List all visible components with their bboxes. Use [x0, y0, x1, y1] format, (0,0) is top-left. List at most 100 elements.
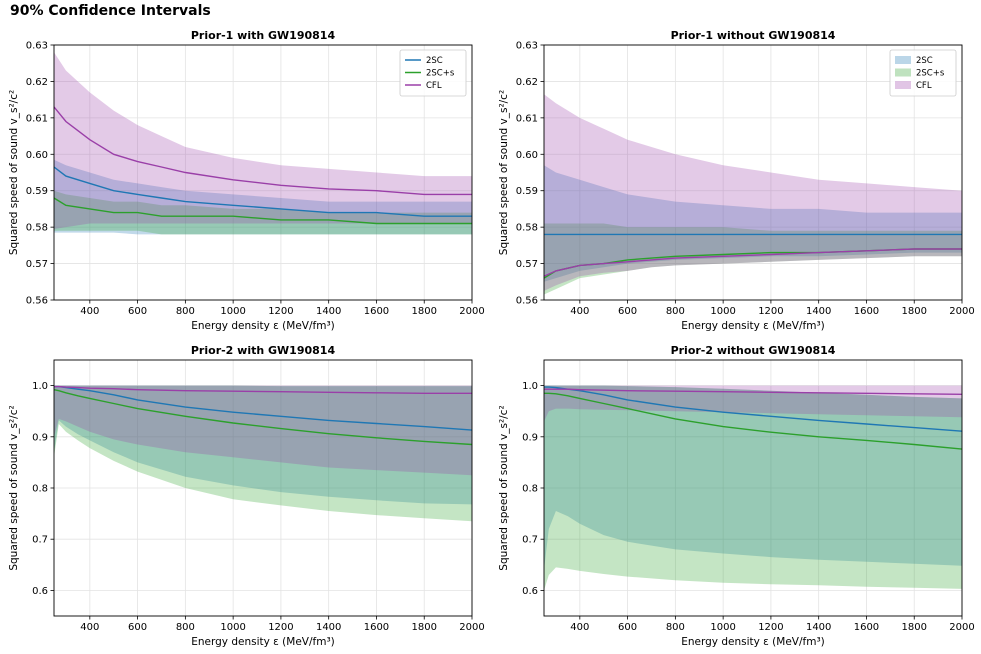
y-axis-label: Squared speed of sound v_s²/c² — [8, 405, 20, 570]
x-tick-label: 2000 — [949, 622, 974, 633]
y-tick-label: 0.61 — [26, 113, 48, 124]
x-tick-label: 1200 — [758, 306, 783, 317]
x-tick-label: 800 — [666, 622, 685, 633]
x-tick-label: 2000 — [459, 622, 484, 633]
x-tick-label: 600 — [618, 306, 637, 317]
legend: 2SC 2SC+s CFL — [399, 49, 467, 97]
y-tick-label: 0.63 — [516, 41, 538, 52]
y-tick-label: 0.63 — [26, 41, 48, 52]
y-tick-label: 0.56 — [516, 296, 538, 307]
x-tick-label: 1000 — [220, 622, 245, 633]
y-tick-label: 0.60 — [26, 150, 48, 161]
x-tick-label: 800 — [176, 622, 195, 633]
x-tick-label: 1400 — [806, 622, 831, 633]
band-cfl — [54, 52, 472, 229]
line-cfl — [54, 106, 472, 196]
x-axis-label: Energy density ε (MeV/fm³) — [191, 320, 335, 332]
band-2scpluss — [54, 385, 472, 522]
line-cfl — [544, 388, 962, 395]
x-tick-label: 1400 — [316, 622, 341, 633]
x-tick-label: 1000 — [710, 622, 735, 633]
legend-swatch-2scpluss — [895, 68, 911, 77]
x-tick-label: 1600 — [854, 622, 879, 633]
x-tick-label: 600 — [618, 622, 637, 633]
panel-title: Prior-2 without GW190814 — [671, 344, 836, 357]
panel-title: Prior-1 without GW190814 — [671, 29, 836, 42]
band-cfl — [544, 385, 962, 422]
y-axis-label: Squared speed of sound v_s²/c² — [498, 90, 510, 255]
y-tick-label: 0.56 — [26, 296, 48, 307]
y-tick-label: 0.61 — [516, 113, 538, 124]
figure-title: 90% Confidence Intervals — [10, 3, 211, 19]
line-cfl — [54, 385, 472, 394]
x-tick-label: 1000 — [710, 306, 735, 317]
x-tick-label: 1800 — [902, 306, 927, 317]
x-tick-label: 600 — [128, 306, 147, 317]
y-tick-label: 0.9 — [522, 432, 538, 443]
y-tick-label: 0.62 — [516, 77, 538, 88]
line-2sc — [544, 386, 962, 432]
y-tick-label: 0.58 — [26, 223, 48, 234]
y-tick-label: 0.9 — [32, 432, 48, 443]
x-tick-label: 400 — [80, 622, 99, 633]
y-tick-label: 0.60 — [516, 150, 538, 161]
y-tick-label: 0.7 — [32, 535, 48, 546]
x-tick-label: 1800 — [412, 622, 437, 633]
x-tick-label: 1600 — [854, 306, 879, 317]
x-tick-label: 1400 — [316, 306, 341, 317]
band-cfl — [54, 385, 472, 476]
legend-swatch-cfl — [895, 81, 911, 89]
legend-frame — [889, 49, 957, 97]
panel-prior-1-with-gw190814: 400 600 800 1000 1200 1400 1600 1800 2000 0.56 0.5… — [8, 29, 485, 332]
x-tick-label: 1000 — [220, 306, 245, 317]
legend: 2SC 2SC+s CFL — [889, 49, 957, 97]
y-tick-label: 0.7 — [522, 535, 538, 546]
y-tick-label: 0.6 — [522, 586, 538, 597]
y-tick-label: 0.6 — [32, 586, 48, 597]
line-cfl — [544, 248, 962, 277]
y-tick-label: 0.57 — [516, 259, 538, 270]
line-2scpluss — [54, 197, 472, 225]
line-2scpluss — [544, 392, 962, 450]
y-tick-label: 0.59 — [516, 186, 538, 197]
legend-label-cfl: CFL — [916, 81, 932, 91]
x-tick-label: 1800 — [412, 306, 437, 317]
y-tick-label: 0.57 — [26, 259, 48, 270]
x-tick-label: 600 — [128, 622, 147, 633]
band-2sc — [54, 385, 472, 505]
line-2sc — [54, 166, 472, 217]
legend-label-2scpluss: 2SC+s — [916, 69, 945, 79]
x-tick-label: 1200 — [758, 622, 783, 633]
legend-label-cfl: CFL — [426, 81, 442, 91]
y-tick-label: 0.8 — [522, 484, 538, 495]
band-2sc — [544, 165, 962, 282]
x-tick-label: 1200 — [268, 622, 293, 633]
legend-label-2scpluss: 2SC+s — [426, 69, 455, 79]
line-2scpluss — [54, 389, 472, 446]
panel-prior-2-without-gw190814: 400 600 800 1000 1200 1400 1600 1800 2000 0.6 0.7 0… — [498, 344, 975, 648]
x-tick-label: 1200 — [268, 306, 293, 317]
x-axis-label: Energy density ε (MeV/fm³) — [681, 636, 825, 648]
band-2scpluss — [544, 385, 962, 591]
legend-label-2sc: 2SC — [916, 56, 933, 66]
x-tick-label: 1400 — [806, 306, 831, 317]
x-tick-label: 2000 — [459, 306, 484, 317]
y-tick-label: 0.59 — [26, 186, 48, 197]
axes-frame — [543, 44, 963, 301]
y-tick-label: 0.58 — [516, 223, 538, 234]
x-tick-label: 400 — [570, 306, 589, 317]
x-tick-label: 800 — [176, 306, 195, 317]
y-axis-label: Squared speed of sound v_s²/c² — [498, 405, 510, 570]
y-tick-label: 1.0 — [32, 381, 48, 392]
y-axis-label: Squared speed of sound v_s²/c² — [8, 90, 20, 255]
x-tick-label: 1600 — [364, 306, 389, 317]
panel-title: Prior-2 with GW190814 — [191, 344, 336, 357]
panel-prior-1-without-gw190814: 400 600 800 1000 1200 1400 1600 1800 2000 0.56 0.5… — [498, 29, 975, 332]
y-tick-label: 0.8 — [32, 484, 48, 495]
x-tick-label: 1600 — [364, 622, 389, 633]
x-tick-label: 1800 — [902, 622, 927, 633]
x-tick-label: 800 — [666, 306, 685, 317]
x-axis-label: Energy density ε (MeV/fm³) — [681, 320, 825, 332]
band-cfl — [544, 94, 962, 291]
